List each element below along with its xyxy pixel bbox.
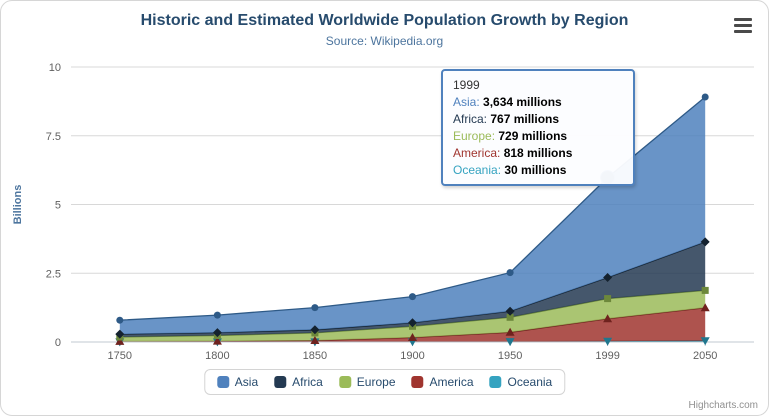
tooltip-row: Oceania: 30 millions xyxy=(453,163,623,177)
marker[interactable] xyxy=(603,314,613,323)
marker[interactable] xyxy=(700,337,710,346)
tooltip-series-name: Europe: xyxy=(453,129,499,143)
marker[interactable] xyxy=(506,313,514,321)
x-tick-label: 1950 xyxy=(498,350,522,362)
area-asia[interactable] xyxy=(119,97,706,335)
marker[interactable] xyxy=(213,311,221,319)
tooltip: 1999 Asia: 3,634 millions Africa: 767 mil… xyxy=(441,69,635,186)
tooltip-series-name: Asia: xyxy=(453,95,484,109)
marker[interactable] xyxy=(115,329,125,339)
legend-item-asia[interactable]: Asia xyxy=(216,375,259,389)
marker[interactable] xyxy=(408,318,417,328)
tooltip-rows: Asia: 3,634 millions Africa: 767 millions… xyxy=(453,95,623,177)
legend-symbol xyxy=(216,376,229,388)
tooltip-row: Africa: 767 millions xyxy=(453,112,623,126)
marker[interactable] xyxy=(505,338,515,347)
x-tick-label: 2050 xyxy=(693,350,717,362)
legend-symbol xyxy=(274,376,287,388)
marker[interactable] xyxy=(604,295,612,303)
context-menu-button[interactable] xyxy=(730,11,756,40)
tooltip-series-value: 818 millions xyxy=(503,146,573,160)
legend-label: Africa xyxy=(292,375,323,389)
y-tick-label: 5 xyxy=(55,200,61,212)
area-america[interactable] xyxy=(119,307,706,342)
tooltip-row: Asia: 3,634 millions xyxy=(453,95,623,109)
legend-label: Oceania xyxy=(507,375,553,389)
legend-item-oceania[interactable]: Oceania xyxy=(489,375,553,389)
legend-item-europe[interactable]: Europe xyxy=(338,375,396,389)
marker[interactable] xyxy=(701,286,709,294)
tooltip-row: America: 818 millions xyxy=(453,146,623,160)
x-tick-label: 1850 xyxy=(303,350,327,362)
marker[interactable] xyxy=(116,316,124,324)
marker[interactable] xyxy=(701,93,709,101)
tooltip-category: 1999 xyxy=(453,78,480,92)
x-tick-label: 1800 xyxy=(205,350,229,362)
marker[interactable] xyxy=(115,336,125,345)
y-tick-label: 7.5 xyxy=(46,131,61,143)
marker[interactable] xyxy=(505,306,515,316)
marker[interactable] xyxy=(310,325,320,335)
marker[interactable] xyxy=(212,328,222,338)
marker[interactable] xyxy=(409,293,416,301)
area-africa[interactable] xyxy=(119,241,706,337)
tooltip-series-name: Oceania: xyxy=(453,163,505,177)
legend-item-america[interactable]: America xyxy=(411,375,474,389)
y-tick-label: 2.5 xyxy=(46,268,61,280)
legend-symbol xyxy=(338,376,351,388)
credits-link[interactable]: Highcharts.com xyxy=(688,400,758,411)
legend-symbol xyxy=(489,376,502,388)
marker[interactable] xyxy=(408,333,417,341)
x-tick-label: 1999 xyxy=(595,350,619,362)
hamburger-icon xyxy=(734,18,752,33)
marker[interactable] xyxy=(700,237,710,247)
marker[interactable] xyxy=(310,336,320,344)
y-tick-label: 10 xyxy=(49,62,61,74)
legend-label: America xyxy=(429,375,474,389)
marker[interactable] xyxy=(212,336,222,345)
chart-title: Historic and Estimated Worldwide Populat… xyxy=(140,12,629,29)
x-tick-label: 1900 xyxy=(400,350,424,362)
tooltip-series-value: 3,634 millions xyxy=(483,95,562,109)
y-tick-label: 0 xyxy=(55,337,61,349)
legend-label: Europe xyxy=(356,375,396,389)
tooltip-series-name: America: xyxy=(453,146,504,160)
marker[interactable] xyxy=(505,327,515,336)
marker[interactable] xyxy=(700,303,710,312)
tooltip-series-value: 767 millions xyxy=(490,112,560,126)
chart-subtitle: Source: Wikipedia.org xyxy=(325,34,444,48)
legend-symbol xyxy=(411,376,424,388)
tooltip-series-value: 729 millions xyxy=(498,129,568,143)
tooltip-series-value: 30 millions xyxy=(504,163,567,177)
y-axis-title: Billions xyxy=(12,185,24,225)
legend-label: Asia xyxy=(234,375,259,389)
x-tick-label: 1750 xyxy=(108,350,132,362)
marker[interactable] xyxy=(311,304,319,312)
marker[interactable] xyxy=(603,337,613,346)
legend: Asia Africa Europe America Oceania xyxy=(203,369,566,395)
tooltip-row: Europe: 729 millions xyxy=(453,129,623,143)
marker[interactable] xyxy=(603,273,613,282)
legend-item-africa[interactable]: Africa xyxy=(274,375,323,389)
marker[interactable] xyxy=(506,269,514,277)
tooltip-series-name: Africa: xyxy=(453,112,491,126)
